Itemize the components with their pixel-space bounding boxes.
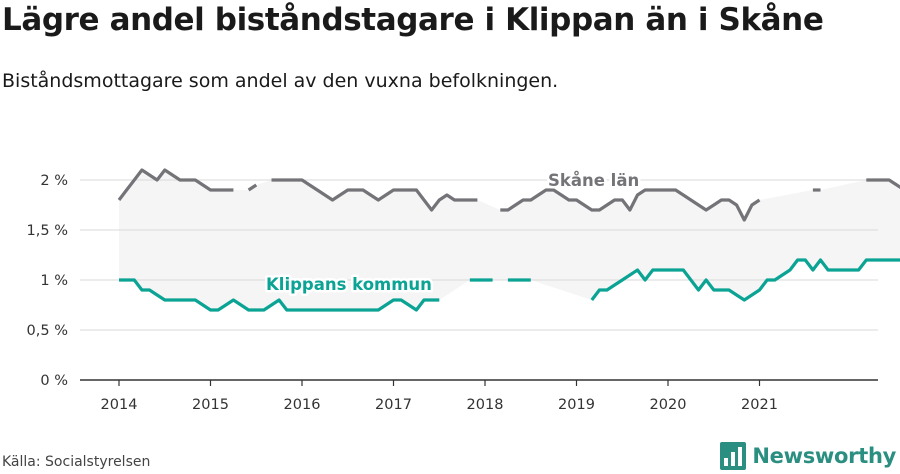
y-axis-ticks: 0 % 0,5 % 1 % 1,5 % 2 % (27, 173, 68, 389)
series-name-klippan: Klippans kommun (266, 275, 432, 294)
y-tick-label: 0,5 % (27, 323, 68, 339)
y-tick-label: 1,5 % (27, 223, 68, 239)
brand-logo: Newsworthy (720, 442, 896, 470)
x-tick-label: 2016 (284, 397, 321, 413)
y-tick-label: 1 % (40, 273, 68, 289)
chart-subtitle: Biståndsmottagare som andel av den vuxna… (2, 70, 559, 92)
series-line (119, 278, 440, 312)
series-line (590, 258, 900, 302)
series-line (117, 168, 234, 201)
x-tick-label: 2017 (375, 397, 412, 413)
x-axis-ticks: 2014 2015 2016 2017 2018 2019 2020 2021 (101, 380, 778, 413)
chart-title: Lägre andel biståndstagare i Klippan än … (2, 2, 824, 38)
newsworthy-logo-icon (720, 442, 747, 470)
range-band-area (119, 170, 900, 310)
brand-name: Newsworthy (752, 444, 896, 468)
x-tick-label: 2018 (467, 397, 504, 413)
series-line (247, 183, 258, 192)
x-tick-label: 2019 (558, 397, 595, 413)
series-line (271, 178, 478, 212)
x-tick-label: 2014 (101, 397, 138, 413)
series-name-skane: Skåne län (548, 171, 639, 190)
series-lines (117, 168, 900, 312)
y-tick-label: 0 % (40, 373, 68, 389)
x-tick-label: 2021 (741, 397, 778, 413)
source-note: Källa: Socialstyrelsen (2, 454, 151, 470)
x-tick-label: 2020 (650, 397, 687, 413)
x-tick-label: 2015 (192, 397, 229, 413)
series-line (500, 188, 761, 222)
y-tick-label: 2 % (40, 173, 68, 189)
range-band (119, 170, 900, 310)
